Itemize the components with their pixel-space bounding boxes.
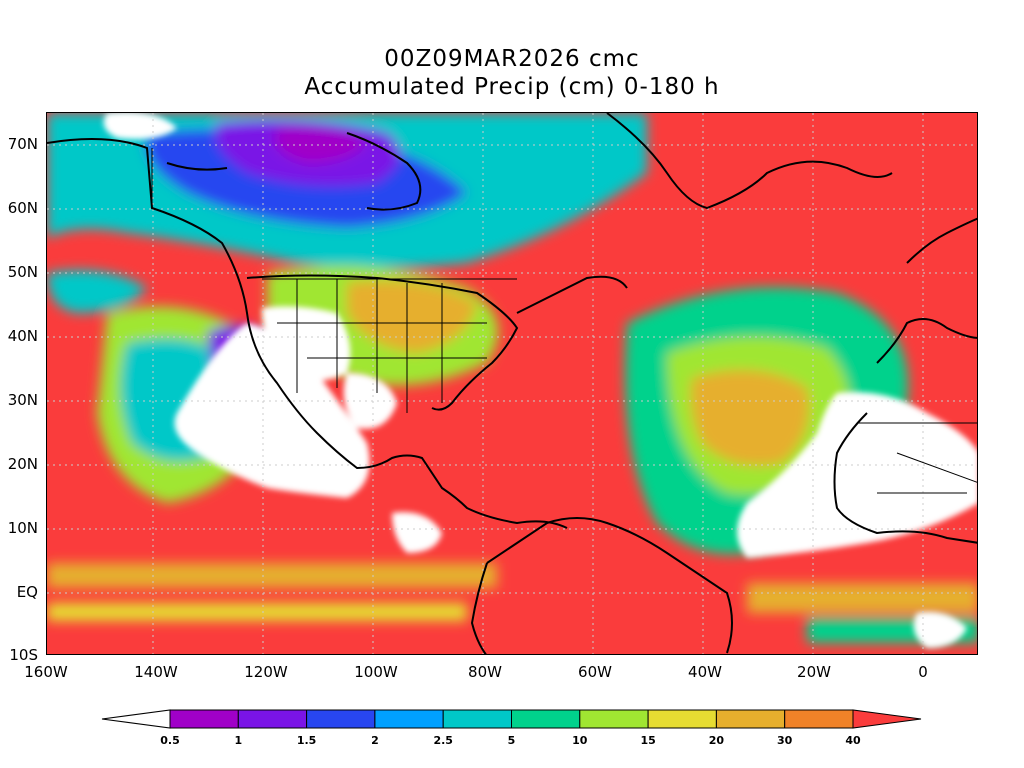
precip-map [46,112,978,655]
colorbar-level-label: 1.5 [296,734,317,747]
colorbar-box [374,709,444,729]
colorbar-level-label: 10 [572,734,588,747]
colorbar-level-label: 2.5 [433,734,453,747]
colorbar-level-label: 15 [640,734,656,747]
lon-label-20w: 20W [797,663,831,681]
colorbar [101,709,922,729]
colorbar-box [579,709,649,729]
lon-label-40w: 40W [688,663,722,681]
colorbar-low-triangle [101,709,171,729]
lon-label-80w: 80W [468,663,502,681]
colorbar-level-label: 20 [708,734,725,747]
colorbar-level-label: 1 [234,734,243,747]
lon-label-140w: 140W [134,663,178,681]
lat-label-10s: 10S [9,646,38,664]
lon-label-0: 0 [918,663,928,681]
colorbar-level-label: 40 [845,734,861,747]
map-subtitle: Accumulated Precip (cm) 0-180 h [304,74,720,100]
colorbar-box [715,709,786,729]
lon-label-120w: 120W [244,663,288,681]
colorbar-box [511,709,581,729]
colorbar-box [306,709,376,729]
colorbar-box [442,709,513,729]
lon-label-100w: 100W [354,663,398,681]
colorbar-box [169,709,239,729]
lat-label-eq: EQ [16,583,38,601]
colorbar-level-label: 0.5 [160,734,180,747]
lat-label-30n: 30N [7,391,38,409]
lat-label-10n: 10N [7,519,38,537]
colorbar-level-label: 30 [777,734,793,747]
grid-lines [47,113,977,654]
colorbar-level-label: 2 [371,734,379,747]
lat-label-20n: 20N [7,455,38,473]
precip-map-canvas [47,113,977,654]
colorbar-level-label: 5 [507,734,516,747]
colorbar-box [784,709,854,729]
colorbar-box [237,709,308,729]
lat-label-50n: 50N [7,263,38,281]
lon-label-60w: 60W [578,663,612,681]
colorbar-high-triangle [852,709,922,729]
map-title: 00Z09MAR2026 cmc [384,46,640,72]
lon-label-160w: 160W [24,663,68,681]
borders [151,148,977,494]
lat-label-40n: 40N [7,327,38,345]
lat-label-60n: 60N [7,199,38,217]
lat-label-70n: 70N [7,135,38,153]
colorbar-box [647,709,717,729]
coastlines [47,113,977,654]
